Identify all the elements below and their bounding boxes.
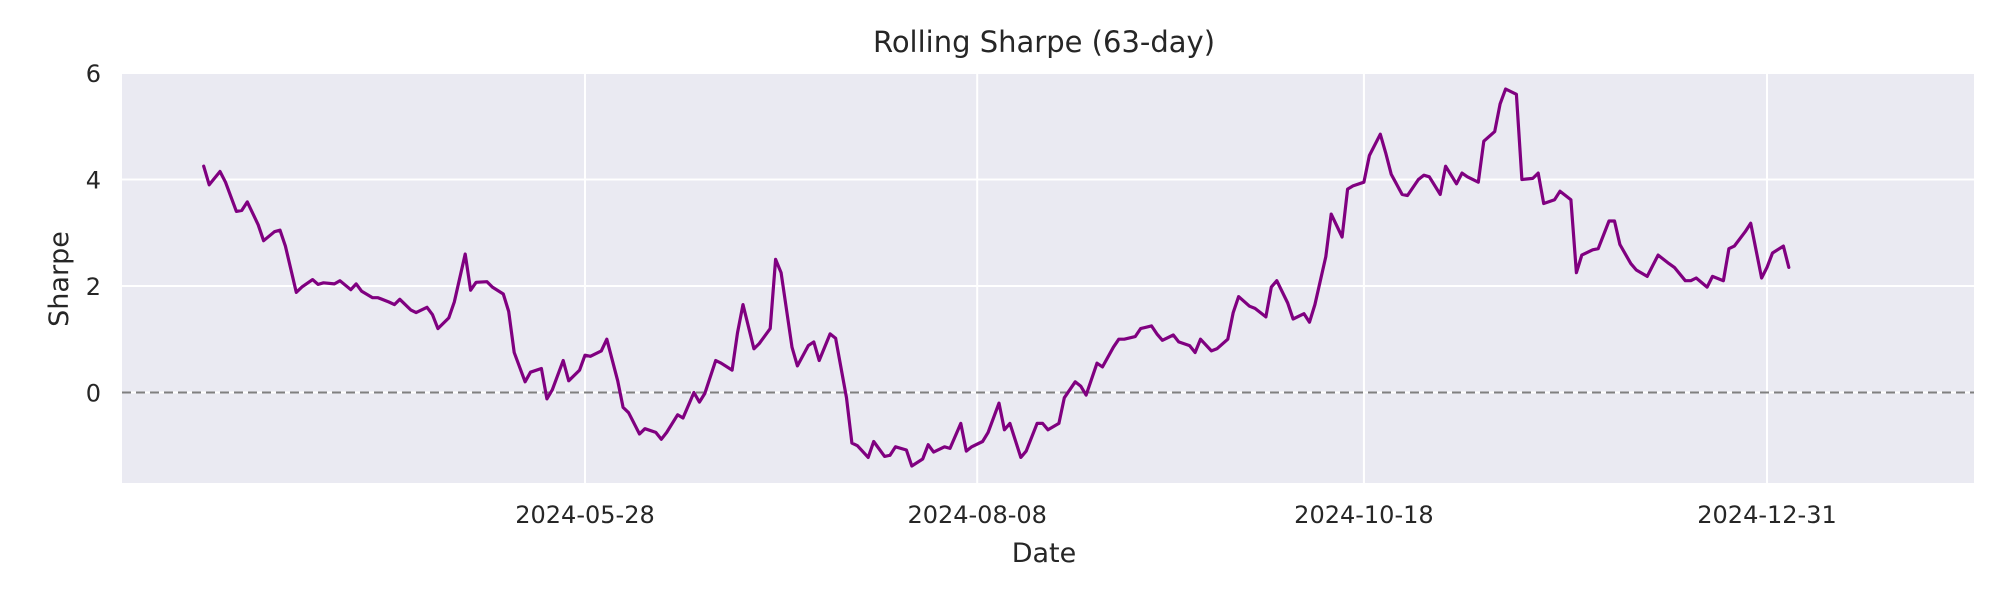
y-tick-label: 2 — [86, 273, 101, 301]
series-layer — [202, 87, 1791, 468]
sharpe-series-line — [202, 87, 1791, 468]
x-tick-label: 2024-10-18 — [1294, 501, 1433, 529]
y-tick-label: 6 — [86, 60, 101, 88]
y-axis-label: Sharpe — [44, 231, 75, 327]
y-tick-label: 4 — [86, 166, 101, 194]
x-tick-label: 2024-05-28 — [515, 501, 654, 529]
x-tick-label: 2024-08-08 — [907, 501, 1046, 529]
x-axis-ticks: 2024-05-28 2024-08-08 2024-10-18 2024-12-31 — [515, 501, 1836, 529]
x-axis-label: Date — [1012, 538, 1077, 569]
x-tick-label: 2024-12-31 — [1697, 501, 1836, 529]
y-axis-ticks: 0 2 4 6 — [86, 60, 101, 407]
chart-title: Rolling Sharpe (63-day) — [873, 25, 1215, 59]
y-tick-label: 0 — [86, 379, 101, 407]
plot-area — [122, 73, 1974, 483]
